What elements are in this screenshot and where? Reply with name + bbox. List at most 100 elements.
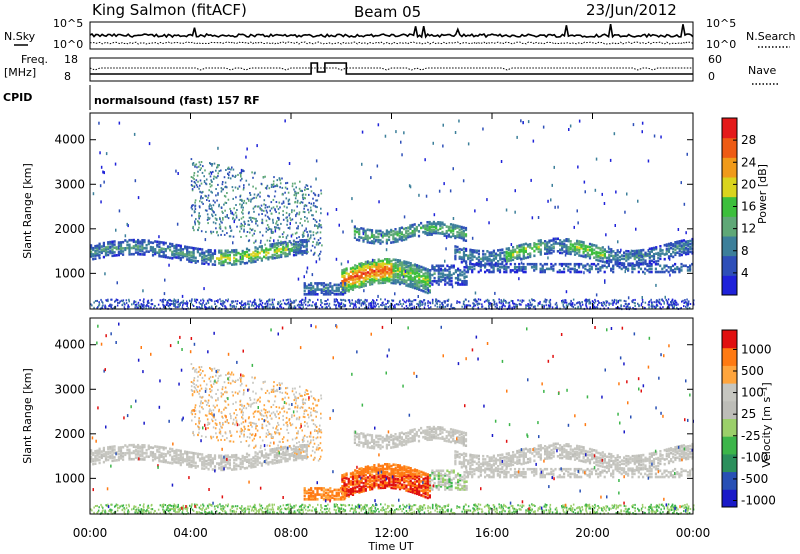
power-cell	[164, 255, 167, 259]
velocity-cell	[102, 448, 105, 451]
power-cell	[316, 283, 319, 287]
power-cell	[388, 276, 391, 280]
power-cell	[287, 227, 290, 229]
power-cell	[258, 298, 261, 301]
power-cell	[272, 231, 274, 233]
power-cell	[122, 299, 125, 302]
power-cell	[198, 254, 202, 257]
power-cell	[197, 221, 200, 224]
power-cell	[526, 252, 530, 256]
power-cell	[462, 259, 466, 263]
power-cell	[444, 280, 447, 283]
power-cell	[371, 271, 374, 275]
power-cell	[398, 234, 401, 238]
power-cell	[384, 298, 386, 301]
power-cell	[349, 304, 351, 307]
power-cell	[300, 189, 303, 192]
power-cell	[512, 258, 515, 262]
power-cell	[586, 262, 589, 266]
power-cell	[276, 179, 279, 182]
power-y-axis-label: Slant Range [km]	[21, 163, 34, 259]
power-cell	[302, 235, 304, 238]
power-cell	[119, 252, 123, 255]
power-cell	[224, 201, 227, 204]
power-cell	[422, 286, 425, 290]
power-cell	[655, 283, 657, 287]
power-cell	[683, 302, 685, 304]
power-cell	[202, 202, 204, 205]
power-cell	[432, 222, 435, 225]
power-cell	[462, 255, 466, 258]
power-cell	[195, 184, 198, 187]
power-cell	[535, 264, 538, 268]
power-cell	[213, 260, 217, 263]
power-cell	[537, 302, 540, 305]
power-cell	[205, 261, 208, 264]
velocity-cell	[94, 449, 97, 453]
power-cell	[452, 226, 455, 230]
power-cell	[462, 256, 466, 260]
power-cell	[122, 240, 125, 244]
power-cell	[405, 284, 408, 287]
power-cell	[231, 174, 234, 177]
power-cell	[151, 250, 155, 254]
power-cell	[201, 257, 204, 261]
power-cell	[369, 261, 372, 264]
power-cell	[364, 229, 367, 233]
power-cell	[369, 266, 372, 269]
velocity-cell	[143, 458, 146, 461]
velocity-cell	[160, 460, 163, 463]
power-cell	[192, 176, 194, 179]
power-cell	[227, 298, 229, 301]
power-cell	[158, 251, 161, 255]
power-cell	[255, 196, 258, 199]
power-cell	[416, 279, 419, 283]
power-cell	[210, 179, 212, 182]
power-cell	[190, 206, 193, 209]
power-cell	[379, 270, 382, 274]
velocity-cell	[104, 455, 108, 459]
power-cell	[482, 256, 485, 259]
power-cell	[362, 229, 365, 232]
power-cell	[196, 185, 199, 188]
power-cell	[482, 253, 485, 256]
power-cell	[567, 269, 570, 272]
power-cell	[370, 306, 373, 309]
power-cell	[305, 286, 308, 290]
power-cell	[364, 302, 366, 305]
power-cell	[143, 298, 145, 301]
power-cell	[255, 187, 257, 190]
power-cell	[251, 171, 253, 174]
power-cell	[223, 176, 226, 179]
power-cell	[479, 302, 481, 305]
power-cell	[274, 185, 276, 188]
power-cell	[371, 260, 374, 264]
power-cell	[444, 283, 447, 286]
power-cell	[203, 259, 206, 262]
power-cell	[460, 233, 463, 237]
power-cell	[246, 197, 249, 200]
power-cell	[610, 267, 613, 271]
power-cell	[195, 301, 198, 304]
velocity-cell	[194, 452, 197, 455]
power-cell	[125, 302, 128, 305]
power-cell	[686, 152, 688, 156]
power-cell	[588, 253, 592, 257]
power-cell	[424, 268, 427, 272]
power-cell	[271, 245, 273, 248]
power-cell	[373, 263, 376, 267]
power-cell	[205, 306, 207, 309]
power-cell	[305, 243, 308, 247]
power-cell	[373, 234, 376, 237]
power-cell	[358, 278, 361, 281]
velocity-cell	[196, 454, 199, 457]
velocity-cell	[162, 460, 165, 464]
power-cell	[563, 262, 566, 266]
power-cell	[343, 269, 346, 273]
power-cell	[91, 304, 93, 307]
power-cell	[667, 250, 671, 254]
power-cell	[342, 305, 344, 308]
power-cell	[421, 301, 424, 304]
power-cell	[544, 243, 547, 246]
power-cell	[665, 252, 667, 256]
